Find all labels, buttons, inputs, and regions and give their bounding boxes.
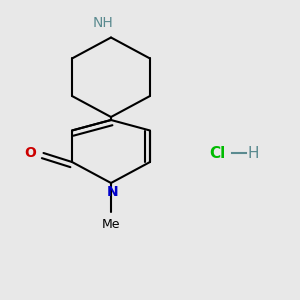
Text: H: H	[248, 146, 259, 160]
Text: O: O	[24, 146, 36, 160]
Text: Me: Me	[102, 218, 120, 230]
Text: NH: NH	[93, 16, 114, 30]
Text: Cl: Cl	[209, 146, 226, 160]
Text: N: N	[107, 184, 118, 199]
